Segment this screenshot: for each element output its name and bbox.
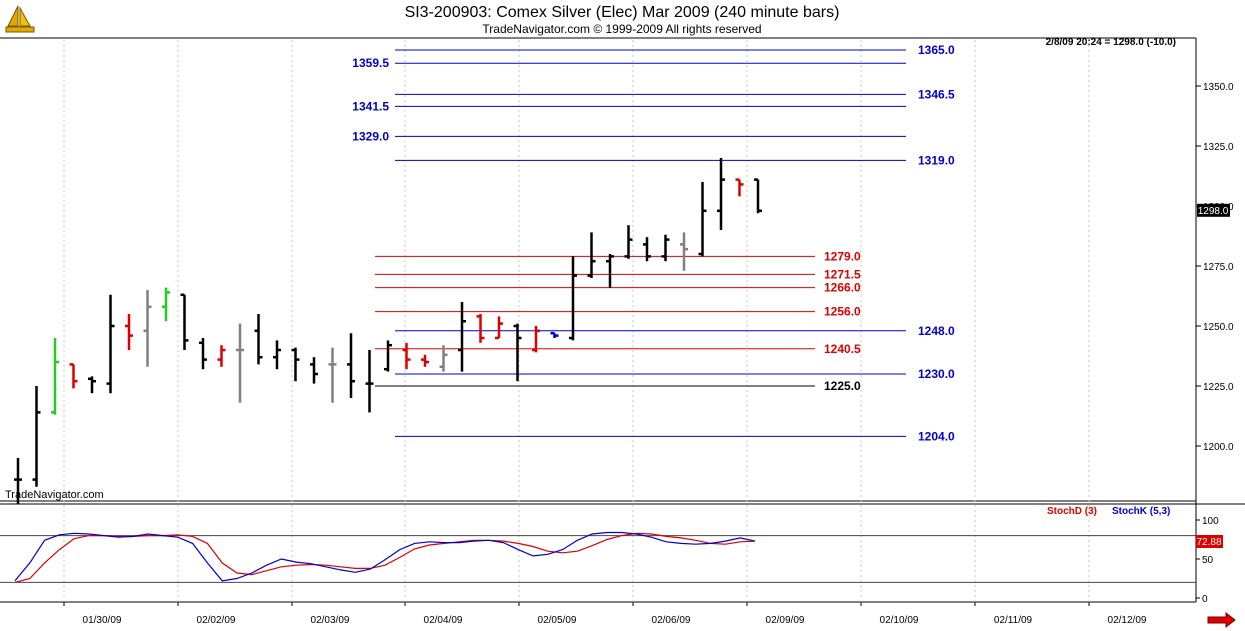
y-tick-label: 1225.0 xyxy=(1203,382,1234,393)
price-info: 2/8/09 20:24 = 1298.0 (-10.0) xyxy=(1046,37,1176,48)
x-tick-label: 02/04/09 xyxy=(424,615,463,626)
level-label: 1266.0 xyxy=(824,281,861,295)
date-axis: 01/30/09 02/02/09 02/03/09 02/04/09 02/05/09… xyxy=(63,602,1147,626)
level-label: 1248.0 xyxy=(918,324,955,338)
stoch-value-tag: 72.88 xyxy=(1196,535,1223,548)
price-axis: 1200.01225.01250.01275.01300.01325.01350… xyxy=(1196,82,1234,453)
level-label: 1271.5 xyxy=(824,267,861,281)
x-tick-label: 02/10/09 xyxy=(880,615,919,626)
x-tick-label: 02/05/09 xyxy=(538,615,577,626)
level-label: 1256.0 xyxy=(824,305,861,319)
level-label: 1365.0 xyxy=(918,43,955,57)
legend-stoch-k: StochK (5,3) xyxy=(1112,506,1170,517)
x-tick-label: 02/02/09 xyxy=(197,615,236,626)
price-levels: 1365.0 1359.5 1346.5 1341.5 1329.0 1319.0 1279… xyxy=(352,43,955,443)
level-label: 1225.0 xyxy=(824,379,861,393)
level-label: 1230.0 xyxy=(918,367,955,381)
right-arrow-icon[interactable] xyxy=(1206,611,1236,629)
chart-subtitle: TradeNavigator.com © 1999-2009 All right… xyxy=(482,22,761,36)
svg-text:72.88: 72.88 xyxy=(1196,537,1221,548)
level-label: 1204.0 xyxy=(918,429,955,443)
level-label: 1341.5 xyxy=(352,99,389,113)
level-label: 1329.0 xyxy=(352,129,389,143)
price-bars xyxy=(14,158,762,504)
chart-title: SI3-200903: Comex Silver (Elec) Mar 2009… xyxy=(405,4,840,21)
y-tick-label: 1250.0 xyxy=(1203,322,1234,333)
x-tick-label: 02/09/09 xyxy=(766,615,805,626)
x-tick-label: 02/12/09 xyxy=(1108,615,1147,626)
x-tick-label: 02/03/09 xyxy=(311,615,350,626)
level-label: 1359.5 xyxy=(352,56,389,70)
level-label: 1240.5 xyxy=(824,342,861,356)
legend-stoch-d: StochD (3) xyxy=(1047,506,1097,517)
level-label: 1279.0 xyxy=(824,249,861,263)
last-price-tag: 1298.0 xyxy=(1197,203,1230,217)
stochastic-panel: 0 50 100 xyxy=(0,516,1219,605)
stoch-series-line xyxy=(14,531,756,582)
stoch-y-tick-label: 0 xyxy=(1202,594,1208,605)
x-gridlines xyxy=(63,40,1090,602)
x-tick-label: 01/30/09 xyxy=(83,615,122,626)
stoch-y-tick-label: 100 xyxy=(1202,516,1219,527)
level-label: 1346.5 xyxy=(918,87,955,101)
y-tick-label: 1200.0 xyxy=(1203,442,1234,453)
y-tick-label: 1275.0 xyxy=(1203,262,1234,273)
svg-text:1298.0: 1298.0 xyxy=(1198,206,1229,217)
x-tick-label: 02/06/09 xyxy=(652,615,691,626)
plot-area xyxy=(0,38,1196,602)
x-tick-label: 02/11/09 xyxy=(994,615,1033,626)
watermark: TradeNavigator.com xyxy=(5,489,104,501)
y-tick-label: 1350.0 xyxy=(1203,82,1234,93)
stoch-y-tick-label: 50 xyxy=(1202,555,1214,566)
y-tick-label: 1325.0 xyxy=(1203,142,1234,153)
logo-icon[interactable] xyxy=(5,5,35,33)
level-label: 1319.0 xyxy=(918,153,955,167)
